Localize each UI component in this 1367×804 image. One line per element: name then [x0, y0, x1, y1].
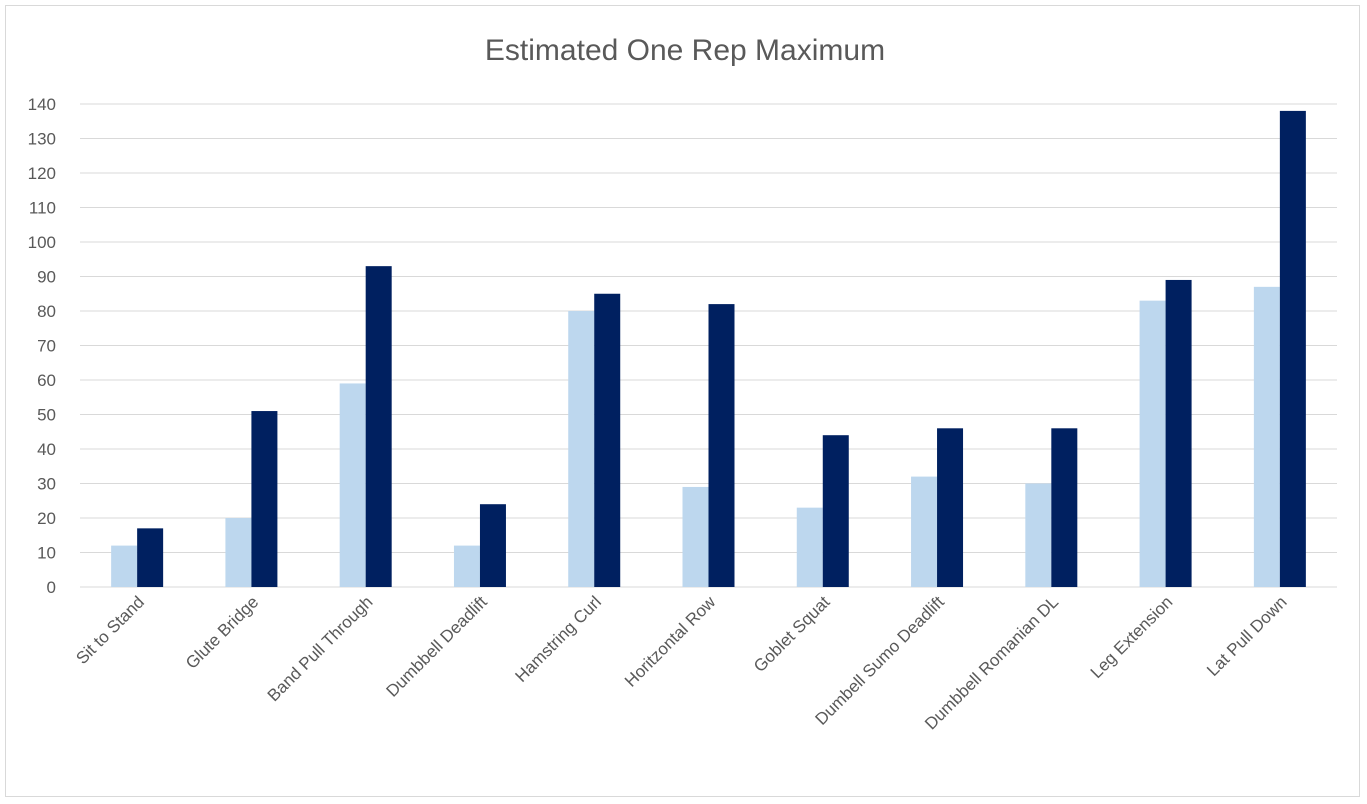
bar-series-1 — [1139, 300, 1166, 587]
bar-series-2 — [137, 528, 164, 587]
y-tick-label: 110 — [29, 199, 56, 218]
y-tick-label: 0 — [47, 578, 56, 597]
x-category-label: Band Pull Through — [264, 592, 377, 705]
y-tick-label: 60 — [37, 371, 56, 390]
y-tick-label: 100 — [28, 233, 56, 252]
bar-series-2 — [365, 266, 392, 587]
chart-title: Estimated One Rep Maximum — [485, 34, 885, 67]
x-axis-labels: Sit to Stand Glute Bridge Band Pull Throug… — [72, 592, 1290, 734]
x-category-label: Goblet Squat — [750, 592, 834, 676]
x-category-label: Dumbell Sumo Deadlift — [812, 592, 949, 729]
y-tick-label: 80 — [37, 302, 56, 321]
bar-series-1 — [682, 486, 709, 587]
bar-series-1 — [225, 518, 252, 587]
bars — [111, 110, 1306, 588]
x-category-label: Hamstring Curl — [511, 592, 605, 686]
bar-series-2 — [822, 435, 849, 587]
x-category-label: Glute Bridge — [182, 592, 262, 672]
y-tick-label: 30 — [37, 475, 56, 494]
y-tick-label: 40 — [37, 440, 56, 459]
x-category-label: Dumbbell Romanian DL — [921, 592, 1062, 733]
bar-series-1 — [796, 507, 823, 587]
y-tick-label: 130 — [28, 130, 56, 149]
bar-series-1 — [1253, 286, 1280, 587]
y-tick-label: 120 — [28, 164, 56, 183]
bar-series-1 — [911, 476, 938, 587]
bar-series-1 — [339, 383, 366, 587]
bar-series-2 — [251, 411, 278, 587]
y-tick-label: 90 — [37, 268, 56, 287]
y-tick-label: 50 — [37, 406, 56, 425]
y-tick-label: 70 — [37, 337, 56, 356]
y-tick-label: 140 — [28, 95, 56, 114]
y-tick-label: 20 — [37, 509, 56, 528]
x-category-label: Lat Pull Down — [1203, 592, 1291, 680]
x-category-label: Sit to Stand — [72, 592, 148, 668]
bar-series-1 — [568, 311, 595, 587]
bar-series-2 — [708, 304, 735, 587]
bar-series-2 — [1051, 428, 1078, 587]
bar-series-1 — [1025, 483, 1052, 587]
bar-series-2 — [1279, 110, 1306, 588]
x-category-label: Horitzontal Row — [621, 592, 720, 691]
bar-series-1 — [111, 545, 138, 587]
bar-series-2 — [1165, 279, 1192, 587]
chart-area — [5, 5, 1360, 797]
bar-series-2 — [937, 428, 964, 587]
x-category-label: Dumbbell Deadlift — [382, 592, 491, 701]
y-tick-label: 10 — [37, 544, 56, 563]
bar-series-2 — [594, 293, 621, 587]
bar-series-2 — [479, 504, 506, 587]
x-category-label: Leg Extension — [1087, 592, 1177, 682]
bar-series-1 — [453, 545, 480, 587]
y-axis-ticks: 0 10 20 30 40 50 60 70 80 90 100 110 120 130 140 — [28, 95, 56, 597]
